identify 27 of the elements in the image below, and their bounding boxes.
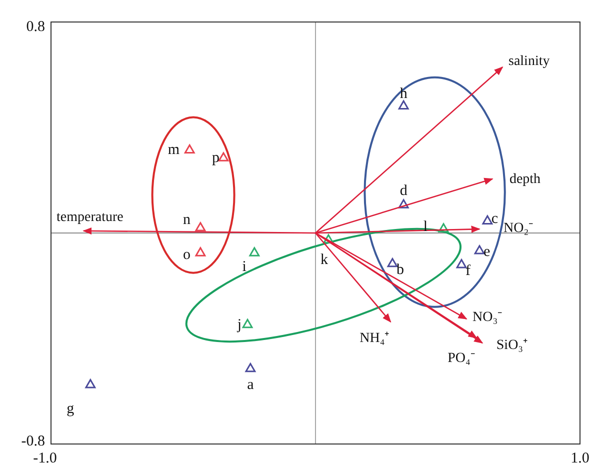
annotation: m (168, 142, 180, 158)
series-label: NO₂⁻ (503, 221, 534, 236)
annotation: j (236, 316, 242, 333)
y-tick-label: 0.8 (26, 19, 45, 35)
annotation: a (247, 376, 254, 393)
y-tick-label: -0.8 (21, 434, 45, 450)
annotation: f (466, 262, 471, 279)
series-label: PO₄⁻ (448, 350, 476, 366)
series-label: SiO₃⁺ (496, 338, 528, 353)
series-label: NO₃⁻ (472, 310, 503, 325)
annotation: o (182, 247, 190, 264)
annotation: p (212, 150, 220, 166)
x-tick-label: 1.0 (570, 450, 590, 467)
x-tick-label: -1.0 (33, 450, 57, 467)
series-label: temperature (56, 210, 124, 225)
annotation: b (396, 262, 404, 278)
annotation: d (400, 183, 408, 200)
annotation: i (242, 259, 246, 276)
annotation: c (491, 211, 498, 228)
annotation: e (483, 244, 490, 260)
series-label: salinity (508, 54, 550, 70)
annotation: h (400, 86, 408, 102)
annotation: k (320, 252, 328, 268)
annotation: n (182, 212, 191, 228)
annotation: g (66, 400, 75, 417)
series-label: depth (509, 172, 541, 187)
series-label: NH₄⁺ (360, 330, 390, 346)
